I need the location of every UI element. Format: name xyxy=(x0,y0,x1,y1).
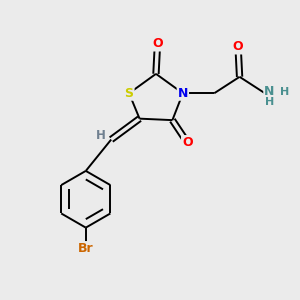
Text: O: O xyxy=(233,40,243,53)
Text: O: O xyxy=(152,38,163,50)
Text: H: H xyxy=(280,87,289,97)
Text: H: H xyxy=(96,129,106,142)
Text: H: H xyxy=(265,97,274,107)
Text: N: N xyxy=(264,85,274,98)
Text: N: N xyxy=(178,87,188,100)
Text: S: S xyxy=(124,87,134,100)
Text: Br: Br xyxy=(78,242,94,255)
Text: O: O xyxy=(182,136,193,149)
